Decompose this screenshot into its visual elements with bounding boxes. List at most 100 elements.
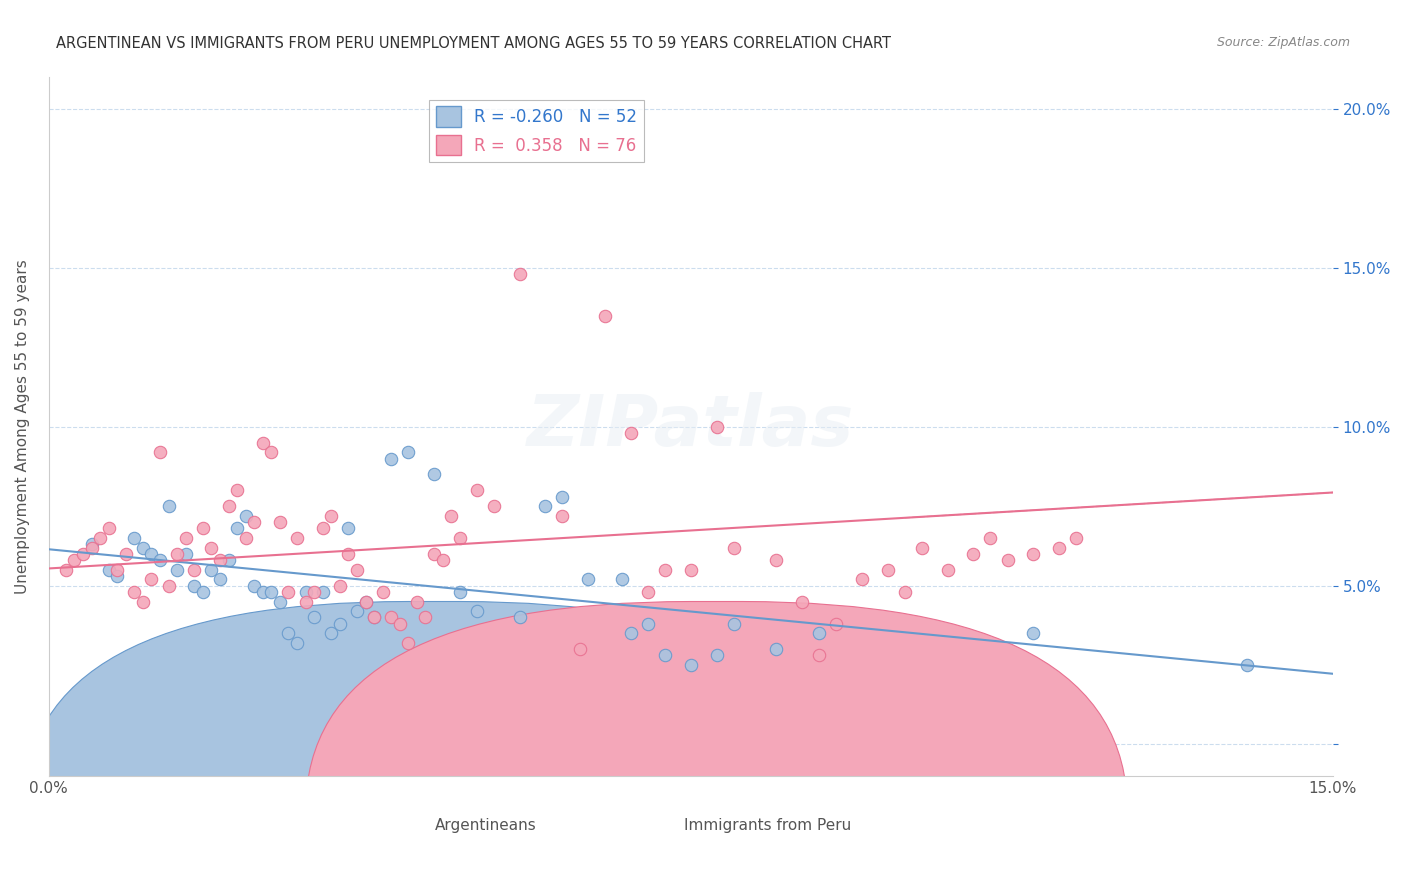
Point [166,563,188,577]
Point [269,594,291,608]
Point [654,648,676,663]
Point [723,541,745,555]
Point [679,563,702,577]
Point [141,572,163,586]
Point [208,572,231,586]
Point [654,563,676,577]
Point [114,547,136,561]
Point [183,579,205,593]
Point [243,515,266,529]
Point [321,626,343,640]
Point [612,572,634,586]
Point [593,309,616,323]
Point [105,563,128,577]
Text: Argentineans: Argentineans [434,818,536,833]
Point [285,531,308,545]
Point [808,648,831,663]
Point [765,642,787,657]
Point [132,541,155,555]
Point [329,579,352,593]
Point [679,658,702,673]
Point [183,563,205,577]
Point [312,585,335,599]
Point [790,594,813,608]
Point [851,572,873,586]
Point [149,553,172,567]
Point [551,508,574,523]
Point [166,547,188,561]
Point [509,268,531,282]
Point [174,531,197,545]
Text: ARGENTINEAN VS IMMIGRANTS FROM PERU UNEMPLOYMENT AMONG AGES 55 TO 59 YEARS CORRE: ARGENTINEAN VS IMMIGRANTS FROM PERU UNEM… [56,36,891,51]
Point [1047,541,1070,555]
Point [269,515,291,529]
Point [534,500,557,514]
Point [294,585,316,599]
Point [191,585,214,599]
Point [371,585,394,599]
Point [415,610,437,624]
Point [576,572,599,586]
Point [405,594,427,608]
Point [302,585,325,599]
Point [825,616,848,631]
Point [174,547,197,561]
Point [252,435,274,450]
Point [63,553,86,567]
Point [218,553,240,567]
Point [706,648,728,663]
Point [260,585,283,599]
Point [346,604,368,618]
Point [765,553,787,567]
Point [243,579,266,593]
Point [235,531,257,545]
Point [440,508,463,523]
Point [388,616,411,631]
Point [80,541,103,555]
Point [277,626,299,640]
Point [551,490,574,504]
Point [141,547,163,561]
Point [235,508,257,523]
Point [997,553,1019,567]
Point [637,616,659,631]
Point [329,616,352,631]
Point [1064,531,1087,545]
Point [396,445,419,459]
Point [149,445,172,459]
Point [302,610,325,624]
Point [620,426,643,441]
Point [706,419,728,434]
Point [191,521,214,535]
Point [568,642,591,657]
Point [423,467,446,482]
Point [808,626,831,640]
Point [346,563,368,577]
Point [432,553,454,567]
Point [509,610,531,624]
Point [380,451,402,466]
Point [637,585,659,599]
Point [97,563,120,577]
Point [449,531,471,545]
Point [354,594,377,608]
FancyBboxPatch shape [305,601,1128,892]
Legend: R = -0.260   N = 52, R =  0.358   N = 76: R = -0.260 N = 52, R = 0.358 N = 76 [429,100,644,162]
Point [321,508,343,523]
Point [723,616,745,631]
Point [157,500,180,514]
Point [936,563,959,577]
Point [363,610,385,624]
Point [105,569,128,583]
Point [260,445,283,459]
Point [465,604,488,618]
Point [218,500,240,514]
Point [449,585,471,599]
Point [80,537,103,551]
Text: Immigrants from Peru: Immigrants from Peru [685,818,852,833]
Point [620,626,643,640]
Point [132,594,155,608]
Point [337,547,360,561]
Point [97,521,120,535]
Point [72,547,94,561]
